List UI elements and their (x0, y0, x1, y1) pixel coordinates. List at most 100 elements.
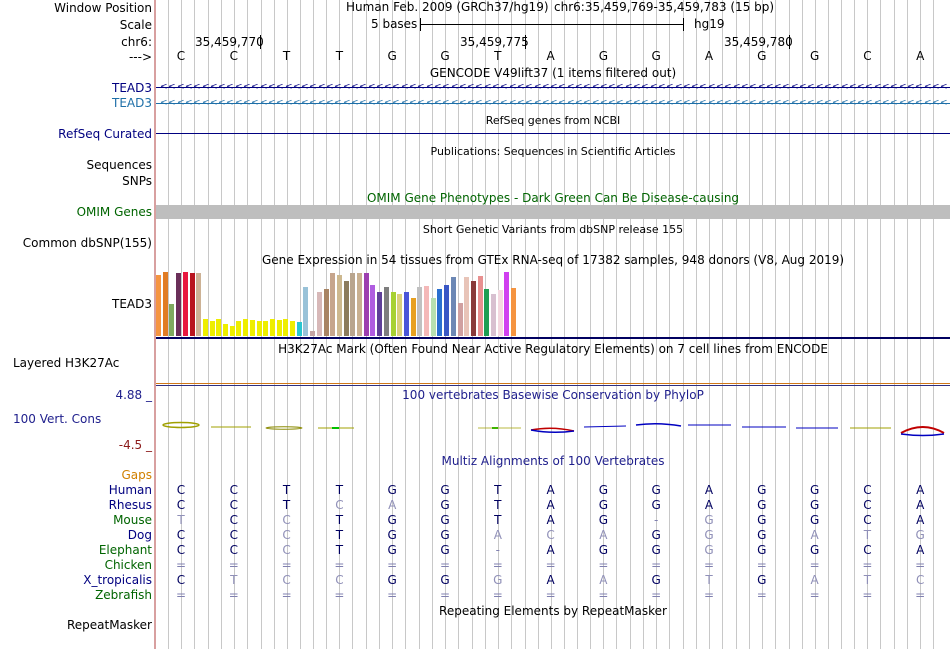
label-tead3-gencode[interactable]: TEAD3 (112, 81, 152, 95)
gtex-tissue-bar[interactable] (377, 292, 383, 336)
gtex-tissue-bar[interactable] (269, 319, 275, 336)
label-layered-h3k27ac[interactable]: Layered H3K27Ac (13, 356, 120, 370)
gtex-tissue-bar[interactable] (182, 272, 188, 336)
gtex-tissue-bar[interactable] (316, 292, 322, 336)
omim-gene-bar[interactable] (156, 205, 950, 219)
gtex-tissue-bar[interactable] (350, 273, 356, 336)
gene-strand-chevron: < (716, 82, 724, 92)
label-snps[interactable]: SNPs (122, 174, 152, 188)
gtex-tissue-bar[interactable] (464, 277, 470, 336)
gtex-tissue-bar[interactable] (216, 319, 222, 336)
species-label[interactable]: Chicken (104, 558, 152, 572)
gene-strand-chevron: < (907, 98, 915, 108)
gtex-tissue-bar[interactable] (357, 273, 362, 336)
gene-strand-chevron: < (442, 82, 450, 92)
gtex-tissue-bar[interactable] (491, 294, 496, 336)
gtex-tissue-bar[interactable] (162, 272, 168, 336)
gtex-tissue-bar[interactable] (229, 326, 235, 336)
species-label[interactable]: Zebrafish (95, 588, 152, 602)
species-label[interactable]: Dog (127, 528, 152, 542)
gtex-tissue-bar[interactable] (249, 320, 255, 336)
gene-strand-chevron: < (500, 82, 508, 92)
gtex-tissue-bar[interactable] (290, 321, 295, 336)
phylop-conservation-graph[interactable] (156, 404, 950, 454)
alignment-base: G (651, 483, 661, 497)
gtex-tissue-bar[interactable] (276, 320, 282, 336)
label-tead3-gencode-alt[interactable]: TEAD3 (112, 96, 152, 110)
gtex-tissue-bar[interactable] (263, 321, 269, 336)
gene-strand-chevron: < (782, 82, 790, 92)
grid-line (920, 0, 921, 649)
gtex-tissue-bar[interactable] (450, 277, 456, 336)
gtex-tissue-bar[interactable] (511, 288, 517, 336)
h3k27ac-signal-bottom[interactable] (156, 385, 950, 386)
gtex-tissue-bar[interactable] (336, 275, 342, 336)
species-label[interactable]: Mouse (113, 513, 152, 527)
grid-line (736, 0, 737, 649)
gtex-tissue-bar[interactable] (444, 285, 450, 336)
label-100-vert-cons[interactable]: 100 Vert. Cons (13, 412, 102, 426)
gtex-tissue-bar[interactable] (156, 275, 161, 336)
gtex-tissue-bar[interactable] (202, 319, 208, 336)
label-common-dbsnp[interactable]: Common dbSNP(155) (22, 236, 152, 250)
species-label[interactable]: Rhesus (108, 498, 152, 512)
gtex-tissue-bar[interactable] (310, 331, 316, 336)
gtex-tissue-bar[interactable] (176, 273, 182, 336)
species-label[interactable]: Human (108, 483, 152, 497)
gtex-tissue-bar[interactable] (437, 289, 443, 336)
gtex-tissue-bar[interactable] (189, 273, 195, 336)
gene-strand-chevron: < (899, 82, 907, 92)
species-label[interactable]: X_tropicalis (83, 573, 152, 587)
gtex-tissue-bar[interactable] (430, 298, 436, 336)
gtex-tissue-bar[interactable] (484, 289, 490, 336)
gtex-tissue-bar[interactable] (497, 290, 503, 336)
gtex-tissue-bar[interactable] (417, 287, 423, 336)
alignment-base: T (335, 483, 344, 497)
tead3-gene-line[interactable] (156, 87, 950, 88)
gtex-tissue-bar[interactable] (223, 324, 228, 336)
gtex-tissue-bar[interactable] (323, 289, 329, 336)
gtex-tissue-bar[interactable] (169, 304, 175, 336)
gtex-tissue-bar[interactable] (410, 298, 416, 336)
gtex-tissue-bar[interactable] (330, 273, 336, 336)
label-sequences[interactable]: Sequences (86, 158, 152, 172)
alignment-base: G (809, 543, 820, 557)
gtex-tissue-bar[interactable] (363, 273, 369, 336)
gtex-tissue-bar[interactable] (256, 321, 262, 336)
gene-strand-chevron: < (517, 82, 525, 92)
gene-strand-chevron: < (907, 82, 915, 92)
refseq-gene-line[interactable] (156, 133, 950, 134)
gtex-tissue-bar[interactable] (283, 319, 289, 336)
gtex-tissue-bar[interactable] (424, 286, 429, 336)
gtex-tissue-bar[interactable] (477, 276, 483, 336)
species-label[interactable]: Elephant (98, 543, 152, 557)
gtex-tissue-bar[interactable] (196, 273, 202, 336)
gtex-tissue-bar[interactable] (236, 321, 242, 336)
h3k27ac-signal-top[interactable] (156, 383, 950, 384)
gtex-tissue-bar[interactable] (470, 281, 476, 336)
alignment-base: A (704, 483, 714, 497)
gtex-tissue-bar[interactable] (390, 292, 396, 336)
gtex-tissue-bar[interactable] (383, 287, 389, 336)
label-gtex-tead3[interactable]: TEAD3 (112, 297, 152, 311)
gtex-tissue-bar[interactable] (457, 303, 463, 336)
label-repeatmasker[interactable]: RepeatMasker (66, 618, 152, 632)
grid-line (551, 0, 552, 649)
alignment-base: = (492, 558, 503, 572)
label-omim-genes[interactable]: OMIM Genes (76, 205, 152, 219)
grid-line (168, 0, 169, 649)
gtex-tissue-bar[interactable] (397, 294, 403, 336)
gene-strand-chevron: < (924, 98, 932, 108)
gtex-tissue-bar[interactable] (403, 292, 409, 336)
gtex-tissue-bar[interactable] (209, 321, 215, 336)
tead3-alt-gene-line[interactable] (156, 103, 950, 104)
gtex-tissue-bar[interactable] (504, 272, 510, 336)
gene-strand-chevron: < (525, 98, 533, 108)
gtex-tissue-bar[interactable] (370, 285, 376, 336)
gtex-tissue-bar[interactable] (303, 287, 309, 336)
label-refseq-curated[interactable]: RefSeq Curated (58, 127, 152, 141)
gene-strand-chevron: < (791, 98, 799, 108)
gtex-tissue-bar[interactable] (343, 281, 349, 336)
gtex-tissue-bar[interactable] (296, 322, 302, 336)
gtex-tissue-bar[interactable] (243, 319, 249, 336)
